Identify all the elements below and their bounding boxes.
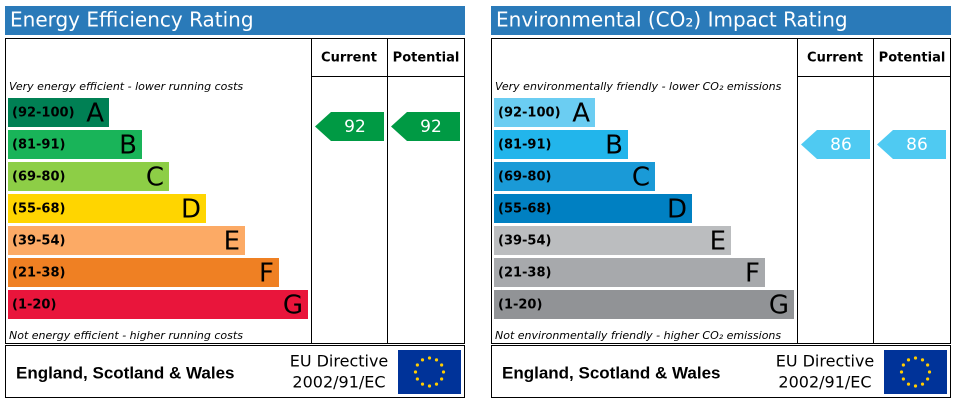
band-letter: E [710,227,726,257]
band-range: (21-38) [498,266,551,281]
region: England, Scotland & Wales [16,363,235,382]
band-letter: G [769,291,789,321]
flag-star [901,363,905,367]
bottom-note: Not energy efficient - higher running co… [9,329,243,342]
band-letter: G [283,291,303,321]
rating-band [8,98,109,127]
flag-star [913,384,918,388]
rating-band [494,290,794,319]
band-letter: B [605,131,623,161]
panel-title: Energy Efficiency Rating [10,8,254,32]
potential-header: Potential [393,51,460,66]
band-letter: C [632,163,650,193]
top-note: Very energy efficient - lower running co… [9,80,243,93]
flag-star [413,370,418,374]
band-letter: A [572,99,590,129]
flag-star [913,356,918,360]
directive-code: 2002/91/EC [292,373,385,392]
band-range: (81-91) [498,138,551,153]
potential-value: 92 [420,117,442,137]
rating-band [494,194,692,223]
rating-band [494,98,595,127]
flag-star [920,358,925,362]
potential-arrow [877,130,946,159]
rating-band [8,226,245,255]
flag-star [420,382,425,386]
rating-band [494,226,731,255]
flag-star [906,382,911,386]
band-letter: F [259,259,274,289]
flag-star [901,377,905,381]
flag-star [927,370,932,374]
band-range: (21-38) [12,266,65,281]
flag-star [434,382,439,386]
flag-star [926,363,930,367]
current-header: Current [807,51,863,66]
flag-star [899,370,904,374]
footer-box [491,345,951,398]
band-range: (55-68) [498,202,551,217]
band-range: (1-20) [498,298,542,313]
rating-band [8,290,308,319]
current-value: 86 [830,135,852,155]
rating-band [8,194,206,223]
flag-star [427,384,432,388]
band-letter: E [224,227,240,257]
rating-band [494,258,765,287]
footer-box [5,345,465,398]
band-range: (39-54) [12,234,65,249]
panel-title: Environmental (CO₂) Impact Rating [496,8,848,32]
potential-header: Potential [879,51,946,66]
flag-star [906,358,911,362]
band-range: (1-20) [12,298,56,313]
directive: EU Directive [776,352,875,371]
flag-star [441,370,446,374]
potential-arrow [391,112,460,141]
flag-star [427,356,432,360]
rating-band [494,130,628,159]
rating-band [8,258,279,287]
band-letter: D [667,195,687,225]
band-range: (92-100) [12,106,75,121]
title-bar [5,6,465,35]
flag-star [920,382,925,386]
current-value: 92 [344,117,366,137]
flag-star [415,377,419,381]
current-header: Current [321,51,377,66]
band-letter: A [86,99,104,129]
current-arrow [315,112,384,141]
flag-star [420,358,425,362]
rating-band [494,162,655,191]
band-range: (81-91) [12,138,65,153]
band-letter: D [181,195,201,225]
potential-value: 86 [906,135,928,155]
directive-code: 2002/91/EC [778,373,871,392]
band-range: (55-68) [12,202,65,217]
bottom-note: Not environmentally friendly - higher CO… [495,329,781,342]
rating-band [8,162,169,191]
band-range: (69-80) [498,170,551,185]
band-range: (69-80) [12,170,65,185]
top-note: Very environmentally friendly - lower CO… [495,80,782,93]
flag-star [440,377,444,381]
region: England, Scotland & Wales [502,363,721,382]
title-bar [491,6,951,35]
current-arrow [801,130,870,159]
band-letter: C [146,163,164,193]
band-letter: B [119,131,137,161]
band-letter: F [745,259,760,289]
band-range: (39-54) [498,234,551,249]
flag-star [440,363,444,367]
directive: EU Directive [290,352,389,371]
flag-star [926,377,930,381]
band-range: (92-100) [498,106,561,121]
flag-star [434,358,439,362]
flag-star [415,363,419,367]
rating-band [8,130,142,159]
